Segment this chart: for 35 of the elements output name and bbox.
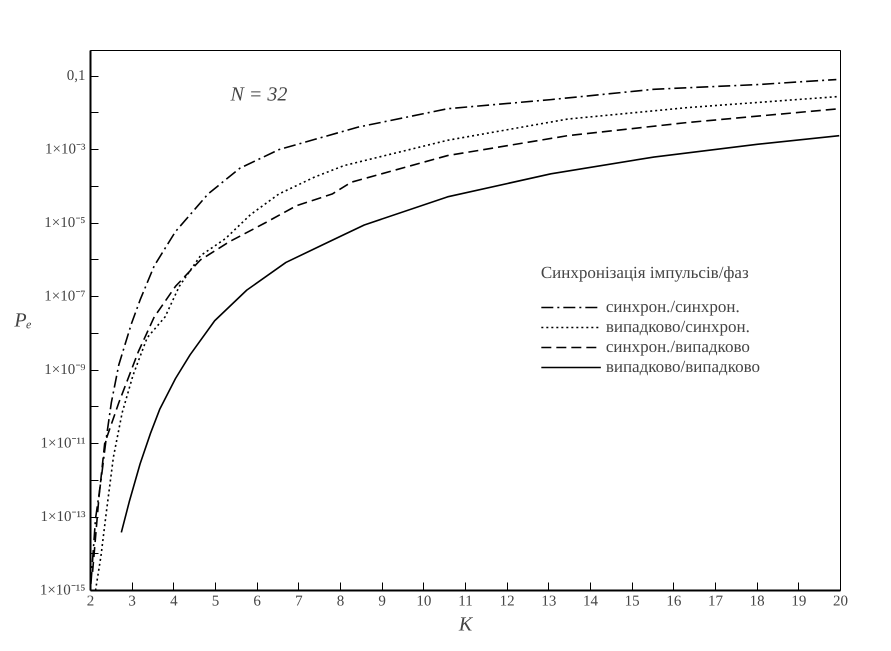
annotation: N = 32 [230,84,288,106]
y-tick-label: 1×10⁻³ [45,142,86,158]
x-tick-label: 20 [833,594,848,610]
y-axis-title: Pₑ [13,310,32,332]
x-tick-label: 7 [295,594,304,610]
x-tick-label: 16 [666,594,682,610]
x-tick-label: 2 [86,594,94,610]
x-axis-title: K [458,614,474,636]
x-tick-label: 3 [128,594,136,610]
x-tick-label: 4 [170,594,178,610]
y-tick-label: 1×10⁻¹³ [40,509,86,526]
y-tick-label: 1×10⁻¹⁵ [40,582,86,598]
legend-label: синхрон./випадково [606,337,750,357]
y-tick-label: 0,1 [66,68,86,84]
legend-label: випадково/випадково [606,357,760,377]
x-tick-label: 19 [791,594,806,610]
legend-label: синхрон./синхрон. [606,297,740,317]
x-tick-label: 15 [624,594,640,610]
x-tick-label: 5 [212,594,220,610]
x-tick-label: 18 [750,594,765,610]
legend-label: випадково/синхрон. [606,317,750,337]
legend-title: Синхронізація імпульсів/фаз [540,263,750,283]
y-tick-label: 1×10⁻⁷ [44,288,86,305]
y-tick-label: 1×10⁻⁵ [44,215,86,232]
x-tick-label: 17 [708,594,724,610]
x-tick-label: 13 [541,594,556,610]
x-tick-label: 8 [336,594,344,610]
x-tick-label: 6 [253,594,262,610]
x-tick-label: 9 [378,594,386,610]
x-tick-label: 11 [458,594,473,610]
x-tick-label: 14 [583,594,598,610]
x-tick-label: 12 [500,594,515,610]
y-tick-label: 1×10⁻¹¹ [40,436,86,452]
y-tick-label: 1×10⁻⁹ [44,362,86,378]
x-tick-label: 10 [416,594,432,610]
